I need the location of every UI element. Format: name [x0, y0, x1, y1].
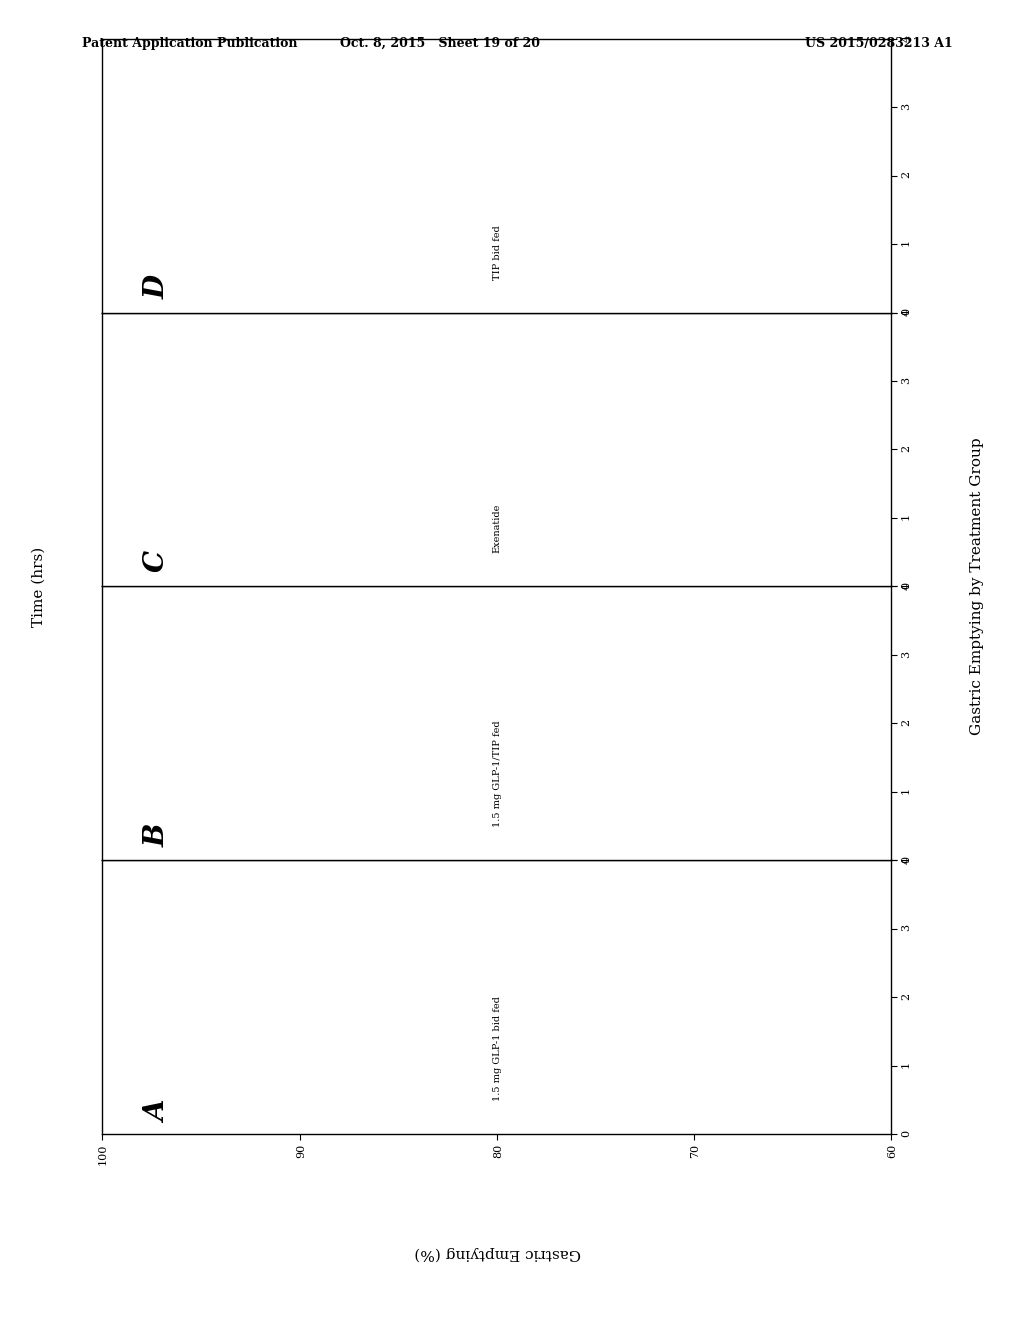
Text: Oct. 8, 2015   Sheet 19 of 20: Oct. 8, 2015 Sheet 19 of 20	[340, 37, 541, 50]
Text: US 2015/0283213 A1: US 2015/0283213 A1	[805, 37, 952, 50]
Text: Patent Application Publication: Patent Application Publication	[82, 37, 297, 50]
